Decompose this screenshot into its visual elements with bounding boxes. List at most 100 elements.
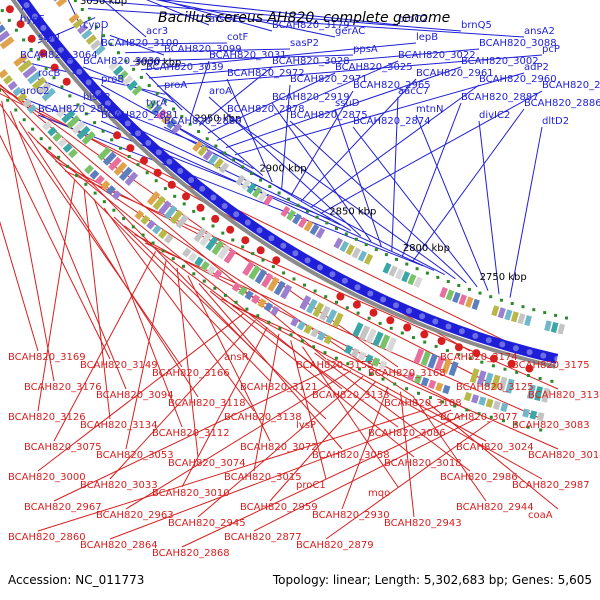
feature-block xyxy=(280,205,291,218)
marker-dot xyxy=(539,428,543,432)
feature-block xyxy=(261,272,274,288)
reverse-gene-label: BCAH820_2967 xyxy=(24,502,102,513)
forward-gene-arrow xyxy=(526,349,533,356)
reverse-callout-line xyxy=(326,358,543,480)
reverse-callout-line xyxy=(0,103,183,368)
marker-dot xyxy=(550,379,554,383)
marker-dot xyxy=(250,172,253,175)
feature-block xyxy=(146,191,161,206)
reverse-callout-line xyxy=(103,207,255,412)
forward-gene-label: pcP xyxy=(542,44,560,55)
feature-block xyxy=(157,229,168,240)
reverse-gene-label: BCAH820_2959 xyxy=(240,502,318,513)
marker-dot xyxy=(139,75,143,79)
marker-dot xyxy=(110,138,114,142)
marker-dot xyxy=(384,253,388,257)
marker-dot xyxy=(510,302,514,305)
feature-block xyxy=(163,233,174,244)
marker-dot xyxy=(325,221,329,225)
feature-block xyxy=(351,247,362,259)
forward-gene-arrow xyxy=(95,89,102,96)
forward-gene-arrow xyxy=(280,242,287,249)
forward-gene-label: BCAH820_2887 xyxy=(461,92,539,103)
feature-block xyxy=(379,334,391,350)
feature-block xyxy=(344,344,353,355)
reverse-gene-label: lysP xyxy=(296,420,316,431)
forward-gene-arrow xyxy=(354,284,361,291)
marker-dot xyxy=(94,25,98,29)
forward-callout-line xyxy=(19,0,25,26)
forward-callout-line xyxy=(80,0,462,32)
reverse-callout-line xyxy=(27,131,271,382)
feature-block xyxy=(491,305,500,317)
reverse-gene-arrow xyxy=(403,323,412,332)
forward-gene-arrow xyxy=(104,100,111,107)
reverse-callout-line xyxy=(0,134,111,360)
reverse-gene-arrow xyxy=(336,292,345,301)
feature-block xyxy=(420,351,431,367)
forward-callout-line xyxy=(226,78,273,183)
forward-gene-label: BCAH820_3025 xyxy=(335,62,413,73)
feature-block xyxy=(345,244,355,256)
marker-dot xyxy=(256,314,260,318)
reverse-gene-label: BCAH820_2945 xyxy=(168,518,246,529)
reverse-gene-arrow xyxy=(140,156,148,165)
forward-gene-label: BCAH820_3002 xyxy=(461,56,539,67)
reverse-gene-label: BCAH820_2879 xyxy=(296,540,374,551)
reverse-callout-line xyxy=(53,364,339,502)
forward-callout-line xyxy=(163,90,264,176)
feature-block xyxy=(106,185,116,196)
feature-block xyxy=(112,65,124,76)
marker-dot xyxy=(122,217,126,221)
forward-callout-line xyxy=(190,60,210,118)
feature-block xyxy=(500,402,509,412)
forward-gene-arrow xyxy=(472,332,479,339)
forward-gene-arrow xyxy=(155,149,162,156)
marker-dot xyxy=(223,293,227,297)
feature-block xyxy=(510,311,519,323)
marker-dot xyxy=(75,173,79,177)
forward-gene-label: cotF xyxy=(227,32,249,43)
marker-dot xyxy=(467,287,471,291)
marker-dot xyxy=(436,275,440,279)
feature-block xyxy=(406,371,416,382)
marker-dot xyxy=(60,85,64,89)
reverse-gene-arrow xyxy=(153,168,162,177)
forward-gene-arrow xyxy=(512,345,519,352)
feature-block xyxy=(111,190,122,201)
reverse-gene-label: BCAH820_3112 xyxy=(152,428,230,439)
forward-gene-label: BCAH820_3039 xyxy=(146,62,224,73)
forward-callout-line xyxy=(132,54,354,62)
feature-block xyxy=(235,174,246,186)
feature-block xyxy=(428,379,437,390)
forward-gene-label: rocB xyxy=(38,68,61,79)
reverse-callout-line xyxy=(0,220,39,352)
forward-gene-arrow xyxy=(445,323,452,330)
reverse-gene-arrow xyxy=(5,5,14,14)
reverse-gene-label: BCAH820_3118 xyxy=(168,398,246,409)
forward-gene-arrow xyxy=(432,318,439,325)
marker-dot xyxy=(245,307,249,311)
feature-block xyxy=(146,99,158,111)
feature-block xyxy=(248,265,261,280)
feature-block xyxy=(200,260,210,271)
feature-block xyxy=(270,305,280,316)
marker-dot xyxy=(303,283,306,287)
feature-block xyxy=(223,248,237,264)
feature-block xyxy=(212,269,223,280)
forward-gene-label: aacC7 xyxy=(398,86,429,97)
feature-block xyxy=(478,396,487,406)
marker-dot xyxy=(151,241,155,245)
marker-dot xyxy=(213,286,217,290)
feature-block xyxy=(12,86,23,97)
reverse-callout-line xyxy=(37,405,439,532)
marker-dot xyxy=(465,408,469,412)
feature-block xyxy=(401,271,411,283)
feature-block xyxy=(458,294,467,306)
marker-dot xyxy=(346,362,350,366)
feature-block xyxy=(175,214,189,229)
reverse-callout-line xyxy=(302,346,399,488)
feature-block xyxy=(445,289,455,301)
marker-dot xyxy=(154,179,158,183)
